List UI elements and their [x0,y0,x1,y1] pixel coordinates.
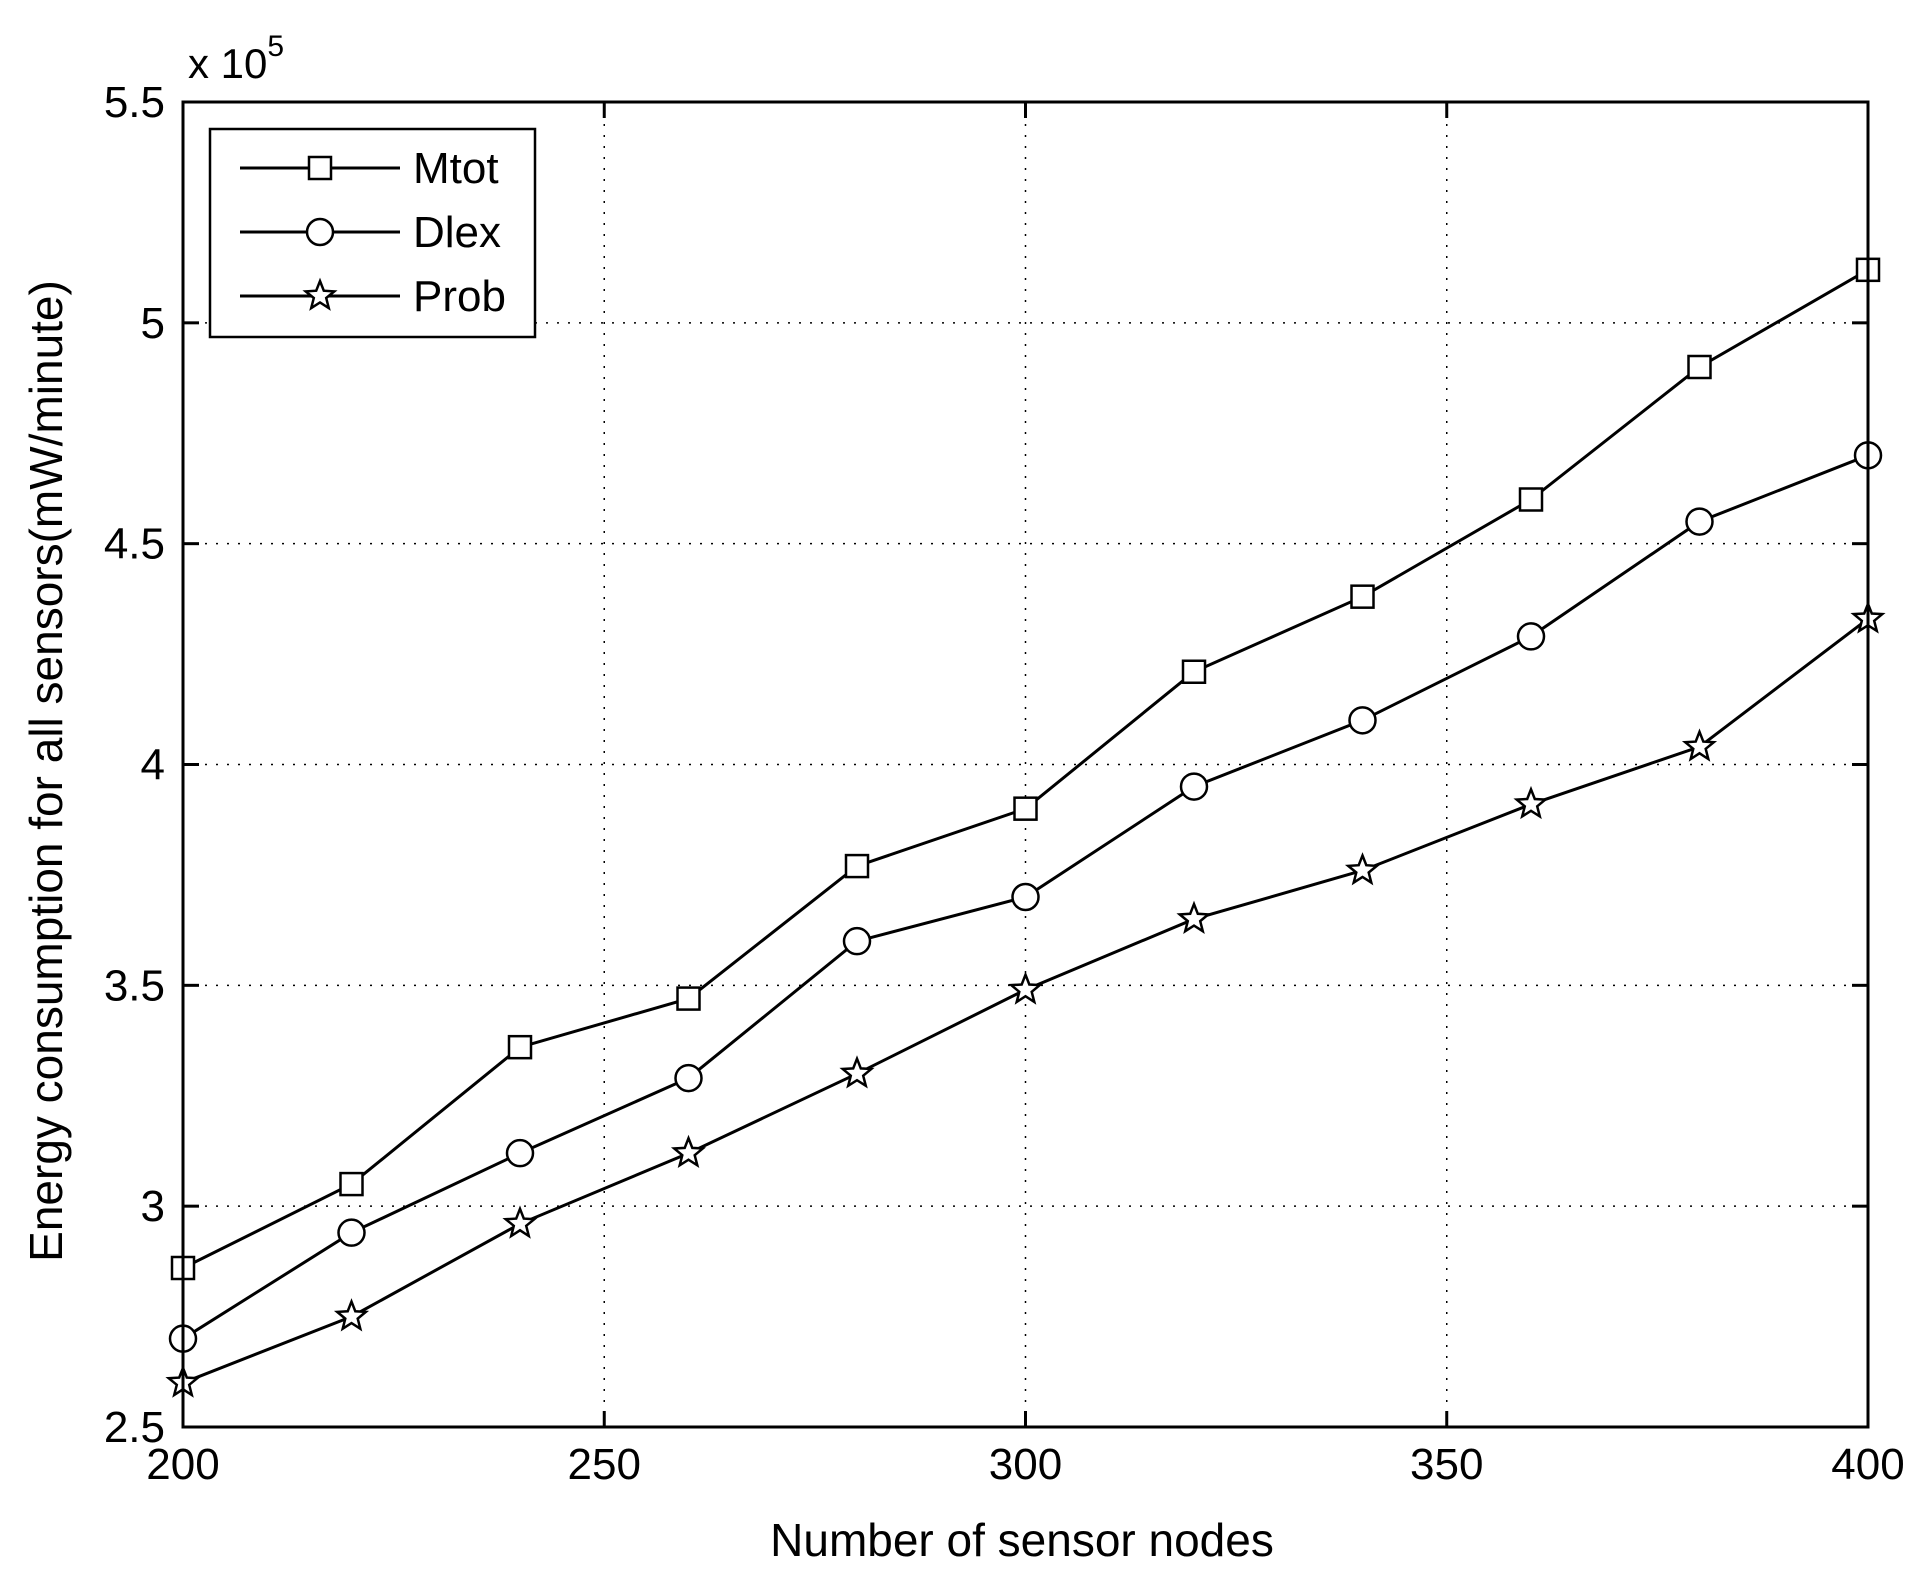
y-tick-label: 4.5 [104,520,165,569]
tick-labels: 200 250 300 350 400 2.5 3 3.5 4 4.5 5 5.5 [104,78,1905,1489]
data-point-dlex [1179,772,1209,801]
series-layer [165,257,1886,1398]
data-point-mtot [507,1034,533,1060]
data-point-prob [1344,852,1381,886]
legend-label-mtot: Mtot [413,144,499,193]
data-point-mtot [844,853,870,879]
y-tick-label: 3.5 [104,961,165,1010]
series-dlex [168,441,1883,1353]
data-point-mtot [1350,584,1375,609]
legend-label-prob: Prob [413,272,506,321]
legend-marker-prob [302,277,338,311]
data-point-dlex [1516,622,1546,651]
x-tick-label: 300 [989,1440,1062,1489]
data-point-mtot [1687,354,1712,380]
data-point-prob [839,1055,875,1089]
legend-marker-dlex [305,217,335,247]
x-tick-label: 200 [146,1440,219,1489]
legend-entry-prob: Prob [240,272,506,321]
data-point-dlex [1685,507,1714,536]
data-point-dlex [842,926,872,956]
data-point-dlex [674,1063,703,1093]
data-point-prob [670,1134,707,1169]
y-tick-label: 2.5 [104,1403,165,1452]
legend-entry-dlex: Dlex [240,208,501,257]
data-point-mtot [339,1171,364,1197]
x-tick-label: 350 [1410,1440,1483,1489]
data-point-mtot [1518,487,1544,512]
grid-lines [183,102,1868,1427]
x-axis-label: Number of sensor nodes [770,1514,1274,1566]
series-prob [165,600,1886,1398]
data-point-dlex [505,1138,535,1168]
axis-ticks [181,100,1870,1429]
y-tick-label: 4 [141,741,165,790]
x-tick-label: 250 [568,1440,641,1489]
data-point-prob [1513,785,1549,820]
data-point-mtot [1013,796,1038,821]
data-point-prob [1007,971,1044,1005]
legend-marker-mtot [307,155,333,181]
legend-label-dlex: Dlex [413,208,501,257]
y-tick-label: 3 [141,1182,165,1231]
y-axis-exponent: x 105 [188,30,284,87]
data-point-dlex [1348,706,1377,735]
data-point-prob [1681,728,1718,762]
data-point-mtot [676,986,701,1011]
y-tick-label: 5.5 [104,78,165,127]
data-point-dlex [337,1218,366,1247]
data-point-prob [333,1298,370,1332]
data-point-dlex [1011,882,1040,912]
y-axis-label: Energy consumption for all sensors(mW/mi… [20,280,72,1262]
data-point-prob [1176,900,1212,934]
data-point-prob [502,1205,538,1239]
y-tick-label: 5 [141,299,165,348]
data-point-mtot [1181,659,1207,684]
x-tick-label: 400 [1831,1440,1904,1489]
legend-entry-mtot: Mtot [240,144,499,193]
legend: Mtot Dlex Prob [208,127,537,339]
